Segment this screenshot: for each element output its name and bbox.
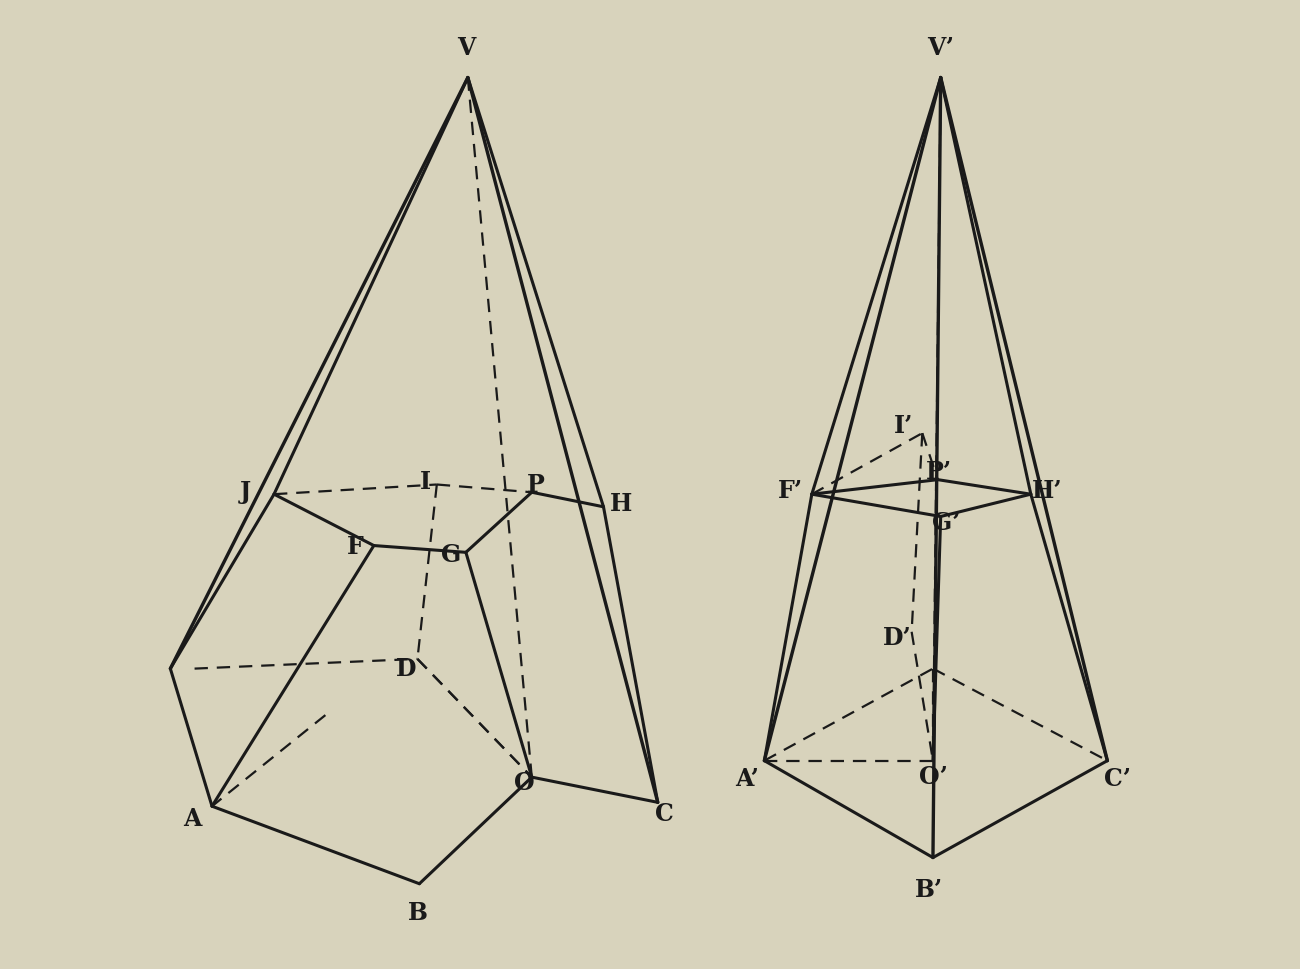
Text: F: F — [347, 536, 364, 559]
Text: B’: B’ — [915, 878, 942, 901]
Text: D: D — [395, 657, 416, 680]
Text: P: P — [526, 473, 545, 496]
Text: I: I — [420, 470, 430, 493]
Text: G: G — [441, 544, 462, 567]
Text: D’: D’ — [883, 626, 911, 649]
Text: F’: F’ — [777, 480, 803, 503]
Text: O: O — [514, 771, 534, 795]
Text: C’: C’ — [1104, 767, 1131, 791]
Text: A’: A’ — [734, 767, 759, 791]
Text: B: B — [407, 901, 428, 924]
Text: G’: G’ — [932, 512, 961, 535]
Text: C: C — [655, 802, 673, 826]
Text: H: H — [610, 492, 632, 516]
Text: O’: O’ — [919, 766, 949, 789]
Text: J: J — [239, 481, 251, 504]
Text: V: V — [456, 37, 474, 60]
Text: V’: V’ — [927, 37, 954, 60]
Text: A: A — [183, 807, 202, 830]
Text: H’: H’ — [1032, 480, 1062, 503]
Text: P’: P’ — [926, 460, 952, 484]
Text: I’: I’ — [894, 415, 914, 438]
